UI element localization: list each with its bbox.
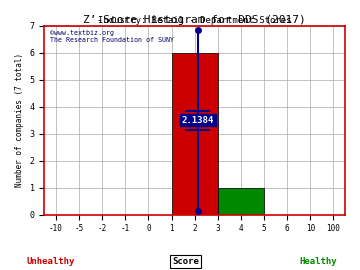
Text: Industry: Retail - Department Stores: Industry: Retail - Department Stores	[98, 16, 291, 25]
Bar	[218, 188, 264, 215]
Text: Score: Score	[172, 257, 199, 266]
Bar	[171, 53, 218, 215]
Text: Unhealthy: Unhealthy	[26, 257, 75, 266]
Y-axis label: Number of companies (7 total): Number of companies (7 total)	[15, 53, 24, 187]
Text: Healthy: Healthy	[300, 257, 337, 266]
Title: Z’-Score Histogram for DDS (2017): Z’-Score Histogram for DDS (2017)	[83, 15, 306, 25]
Text: ©www.textbiz.org
The Research Foundation of SUNY: ©www.textbiz.org The Research Foundation…	[50, 29, 174, 43]
Text: 2.1384: 2.1384	[182, 116, 214, 125]
